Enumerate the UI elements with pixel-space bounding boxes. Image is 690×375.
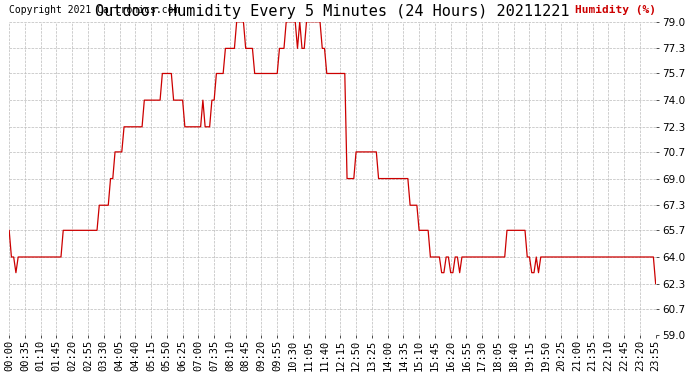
Text: Copyright 2021 Cartronics.com: Copyright 2021 Cartronics.com bbox=[9, 6, 179, 15]
Title: Outdoor Humidity Every 5 Minutes (24 Hours) 20211221: Outdoor Humidity Every 5 Minutes (24 Hou… bbox=[95, 4, 570, 19]
Text: Humidity (%): Humidity (%) bbox=[575, 5, 656, 15]
